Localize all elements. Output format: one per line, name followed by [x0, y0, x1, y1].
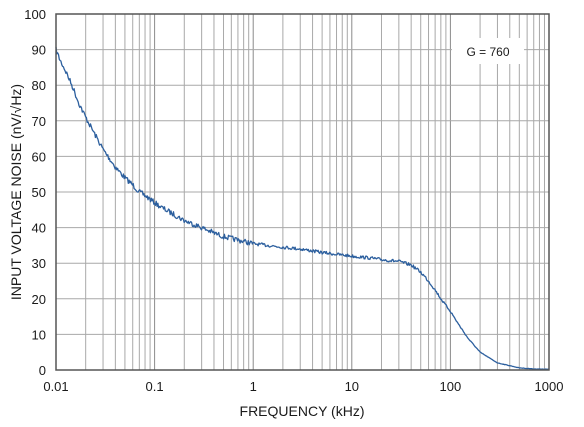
plot-frame: [55, 13, 550, 371]
x-tick-label: 0.1: [146, 379, 164, 394]
y-tick-label: 90: [32, 43, 46, 58]
y-tick-label: 20: [32, 292, 46, 307]
x-tick-label: 1000: [535, 379, 564, 394]
series-layer: [55, 46, 549, 370]
y-tick-label: 80: [32, 78, 46, 93]
x-axis-title: FREQUENCY (kHz): [240, 403, 365, 419]
y-tick-label: 60: [32, 149, 46, 164]
tick-labels: 0.01 0.1 1 10 100 1000 0 10 20 30 40 50 60 70 80 90 100: [24, 7, 563, 394]
x-tick-label: 1: [250, 379, 257, 394]
y-tick-label: 10: [32, 327, 46, 342]
y-tick-label: 70: [32, 114, 46, 129]
x-tick-label: 100: [440, 379, 462, 394]
annotation-box: G = 760: [452, 38, 524, 64]
x-tick-label: 10: [345, 379, 359, 394]
y-tick-label: 40: [32, 221, 46, 236]
x-tick-label: 0.01: [43, 379, 68, 394]
annotation-background: [452, 38, 524, 64]
y-tick-label: 50: [32, 185, 46, 200]
y-tick-label: 0: [39, 363, 46, 378]
y-tick-label: 100: [24, 7, 46, 22]
noise-series-line: [55, 46, 549, 370]
y-tick-label: 30: [32, 256, 46, 271]
annotation-gain: G = 760: [466, 45, 509, 59]
y-axis-title: INPUT VOLTAGE NOISE (nV/√Hz): [8, 84, 24, 300]
grid: [56, 14, 549, 370]
